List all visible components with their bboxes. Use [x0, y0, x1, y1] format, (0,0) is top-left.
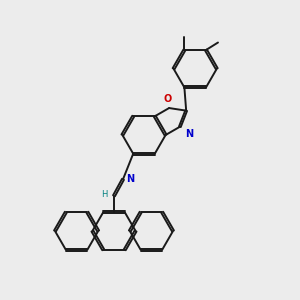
Text: O: O — [164, 94, 172, 104]
Text: N: N — [127, 174, 135, 184]
Text: H: H — [101, 190, 107, 199]
Text: N: N — [185, 129, 194, 139]
